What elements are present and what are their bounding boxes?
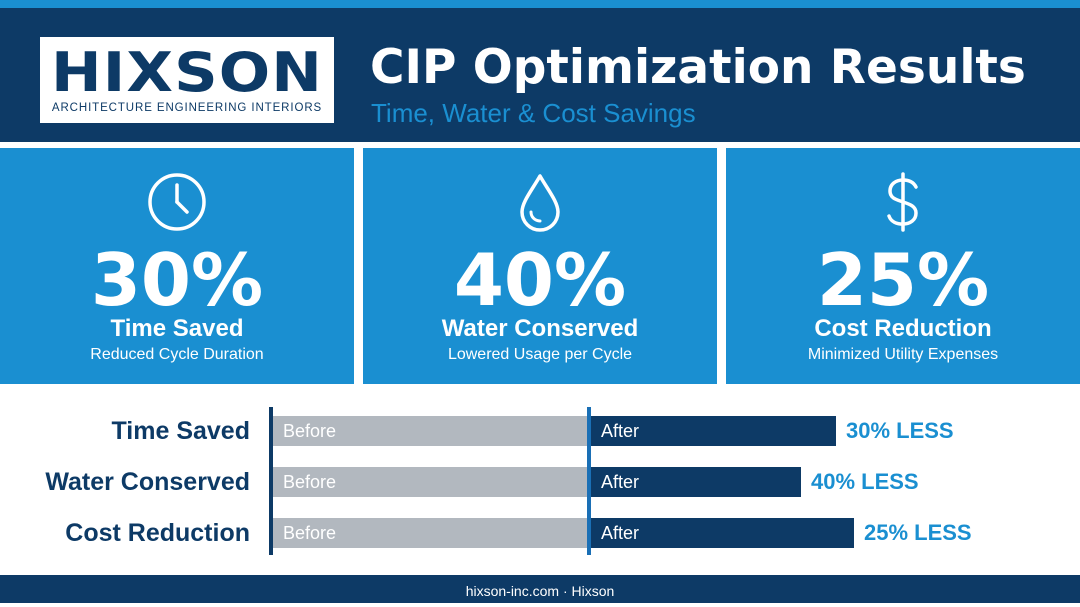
chart-axis-left [269,407,273,555]
after-bar-label: After [601,523,640,543]
hixson-logo: HIXSON ARCHITECTURE ENGINEERING INTERIOR… [40,37,334,123]
before-bar-label: Before [283,523,337,543]
before-bar: Before [273,518,587,548]
stat-description: Lowered Usage per Cycle [447,346,633,363]
after-bar-label: After [601,421,640,441]
stat-value: 25% [816,238,990,322]
savings-result: 25% LESS [864,520,972,545]
stat-label: Water Conserved [441,315,639,342]
clock-icon [145,172,209,232]
stat-value: 40% [453,238,627,322]
stat-label: Time Saved [110,315,244,342]
header-banner: HIXSON ARCHITECTURE ENGINEERING INTERIOR… [0,8,1080,142]
after-bar: After [591,467,801,497]
before-bar: Before [273,467,587,497]
stat-description: Reduced Cycle Duration [90,346,264,363]
footer-text: hixson-inc.com · Hixson [465,583,615,599]
top-accent-strip [0,0,1080,8]
page-subtitle: Time, Water & Cost Savings [371,98,696,128]
before-bar: Before [273,416,587,446]
row-label: Water Conserved [45,468,250,496]
savings-result: 40% LESS [811,469,919,494]
logo-wordmark: HIXSON [50,41,324,104]
dollar-icon [871,172,935,232]
stat-label: Cost Reduction [814,315,992,342]
after-bar: After [591,518,854,548]
page-title: CIP Optimization Results [370,40,1026,95]
chart-axis-divider [587,407,591,555]
after-bar-label: After [601,472,640,492]
savings-result: 30% LESS [846,418,954,443]
logo-tagline: ARCHITECTURE ENGINEERING INTERIORS [51,102,323,114]
stat-panel-time: 30% Time Saved Reduced Cycle Duration [0,148,354,384]
before-bar-label: Before [283,421,337,441]
row-label: Cost Reduction [65,519,250,547]
row-label: Time Saved [111,417,250,445]
after-bar: After [591,416,836,446]
stat-value: 30% [90,238,264,322]
before-bar-label: Before [283,472,337,492]
stat-panel-cost: 25% Cost Reduction Minimized Utility Exp… [726,148,1080,384]
water-drop-icon [508,172,572,232]
header-divider [0,142,1080,148]
stat-description: Minimized Utility Expenses [807,346,999,363]
footer: hixson-inc.com · Hixson [0,575,1080,603]
stat-panel-water: 40% Water Conserved Lowered Usage per Cy… [363,148,717,384]
